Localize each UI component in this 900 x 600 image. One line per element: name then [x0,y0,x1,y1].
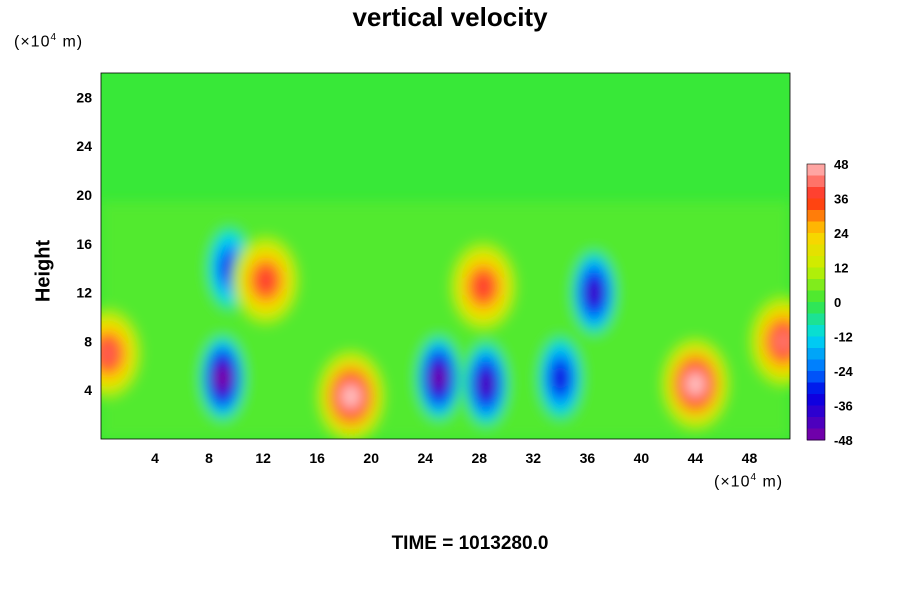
colorbar-tick-label: -24 [834,364,854,379]
colorbar-band [807,221,825,234]
y-tick-label: 24 [76,138,92,154]
field-feature [661,338,730,431]
field-feature [464,342,509,427]
y-tick-label: 20 [76,187,92,203]
x-unit-label: (×104 m) [714,472,784,491]
x-tick-label: 32 [526,450,542,466]
colorbar-tick-label: 12 [834,261,848,276]
field-feature [200,336,245,420]
plot-frame [100,72,791,440]
colorbar-tick-label: 36 [834,192,848,207]
x-tick-label: 36 [580,450,596,466]
y-tick-labels: 4 8 12 16 20 24 28 [76,89,92,398]
field-feature [101,307,142,400]
x-tick-label: 48 [742,450,758,466]
colorbar-band [807,290,825,303]
colorbar: 48 36 24 12 0 -12 -24 -36 -48 [806,157,854,448]
x-tick-labels: 4 8 12 16 20 24 28 32 36 40 44 48 [151,450,757,466]
field-feature [538,336,583,420]
x-tick-label: 12 [255,450,271,466]
colorbar-band [807,198,825,211]
plot-area [101,73,790,439]
colorbar-band [807,405,825,418]
y-tick-label: 12 [76,285,92,301]
y-tick-label: 28 [76,89,92,105]
colorbar-band [807,279,825,291]
colorbar-band [807,336,825,349]
colorbar-band [807,233,825,245]
colorbar-frame [806,163,826,441]
field-feature [231,234,300,327]
y-unit-label: (×104 m) [14,32,84,51]
field-feature [572,250,617,335]
field-feature [749,295,790,388]
y-tick-label: 16 [76,236,92,252]
colorbar-band [807,313,825,326]
x-tick-label: 40 [634,450,650,466]
x-tick-label: 16 [309,450,325,466]
colorbar-band [807,428,825,441]
colorbar-band [807,256,825,268]
colorbar-band [807,394,825,406]
colorbar-band [807,371,825,383]
colorbar-tick-label: -36 [834,399,853,414]
x-tick-label: 24 [417,450,433,466]
x-tick-label: 20 [363,450,379,466]
x-tick-label: 28 [471,450,487,466]
colorbar-band [807,382,825,395]
y-tick-label: 8 [84,333,92,349]
colorbar-band [807,359,825,372]
colorbar-band [807,302,825,314]
chart-title: vertical velocity [352,2,548,32]
field-feature [316,350,385,439]
y-tick-label: 4 [84,382,92,398]
x-tick-label: 4 [151,450,159,466]
colorbar-tick-label: -48 [834,433,853,448]
field-feature [449,240,518,333]
colorbar-tick-label: 48 [834,157,848,172]
colorbar-band [807,267,825,280]
colorbar-band [807,348,825,360]
x-tick-label: 44 [688,450,704,466]
colorbar-tick-label: 0 [834,295,841,310]
field-feature [416,336,461,420]
colorbar-band [807,210,825,222]
colorbar-band [807,175,825,188]
colorbar-band [807,244,825,257]
colorbar-tick-label: -12 [834,330,853,345]
colorbar-band [807,417,825,429]
colorbar-band [807,325,825,337]
colorbar-band [807,164,825,176]
colorbar-band [807,187,825,199]
colorbar-tick-label: 24 [834,226,849,241]
x-tick-label: 8 [205,450,213,466]
time-label: TIME = 1013280.0 [391,533,549,554]
